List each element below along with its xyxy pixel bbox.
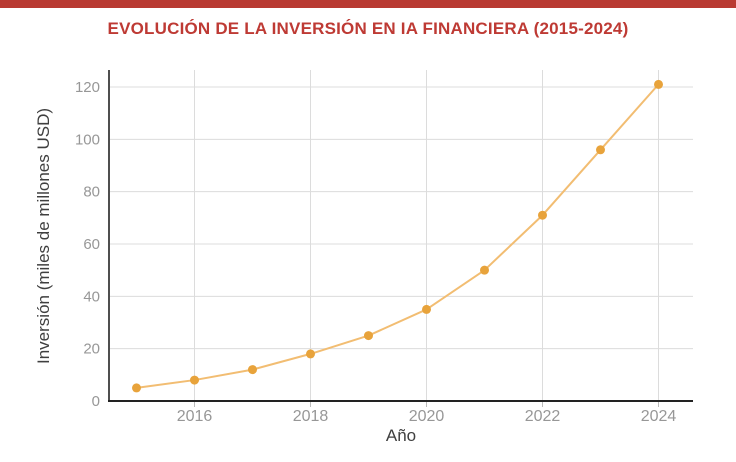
- y-tick-label: 40: [83, 288, 100, 305]
- y-tick-label: 0: [92, 393, 100, 410]
- x-tick-label: 2016: [177, 408, 213, 425]
- y-tick-label: 100: [75, 131, 100, 148]
- x-tick-label: 2022: [525, 408, 561, 425]
- data-point: [654, 79, 663, 89]
- y-tick-label: 20: [83, 341, 100, 358]
- x-tick-label: 2020: [409, 408, 445, 425]
- data-point: [538, 210, 547, 220]
- series-line: [136, 83, 660, 389]
- data-point: [480, 265, 489, 275]
- top-accent-bar: [0, 0, 736, 8]
- data-point: [190, 375, 199, 385]
- y-tick-label: 80: [83, 184, 100, 201]
- x-tick-label: 2024: [641, 408, 677, 425]
- x-axis-title: Año: [385, 426, 417, 445]
- data-point: [248, 365, 257, 375]
- data-point: [596, 145, 605, 155]
- y-tick-label: 60: [83, 236, 100, 253]
- data-point: [364, 331, 373, 341]
- chart-title: EVOLUCIÓN DE LA INVERSIÓN EN IA FINANCIE…: [107, 19, 629, 38]
- data-point: [306, 349, 315, 359]
- data-point: [422, 304, 431, 314]
- y-tick-label: 120: [75, 79, 100, 96]
- x-tick-label: 2018: [293, 408, 329, 425]
- data-point: [132, 383, 141, 393]
